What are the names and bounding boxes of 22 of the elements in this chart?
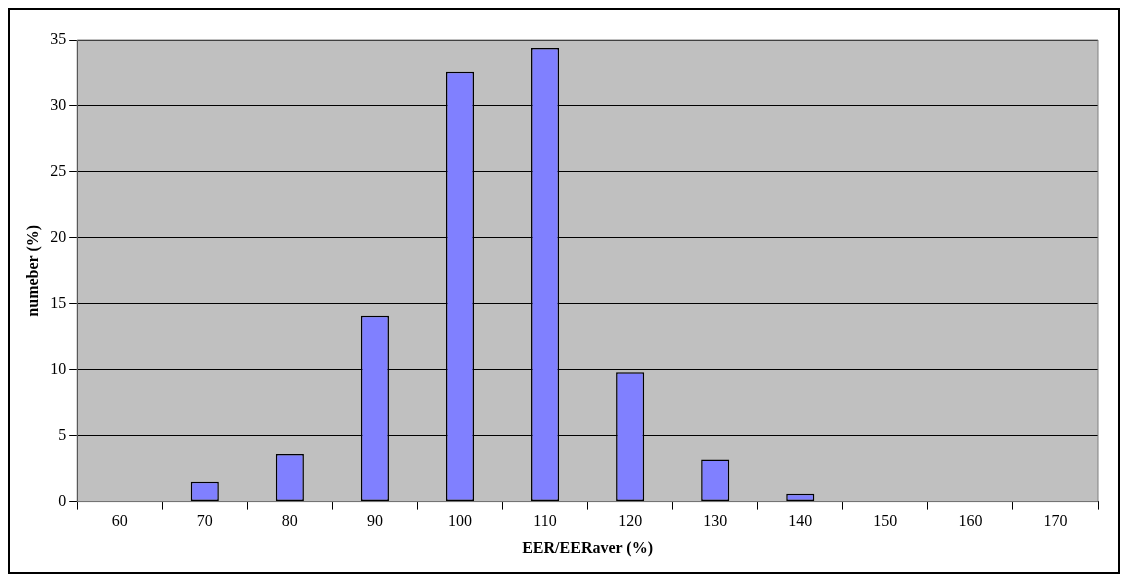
x-tick-label: 100: [448, 512, 472, 530]
y-tick-label: 20: [50, 228, 67, 246]
x-tick-label: 60: [111, 512, 128, 530]
x-tick-label: 70: [196, 512, 213, 530]
x-tick-label: 110: [533, 512, 557, 530]
x-tick-label: 90: [366, 512, 383, 530]
x-tick-label: 120: [618, 512, 643, 530]
y-tick-label: 25: [50, 162, 67, 180]
x-axis-title: EER/EERaver (%): [522, 538, 654, 557]
y-axis-title: numeber (%): [23, 224, 42, 317]
y-tick-label: 10: [50, 359, 67, 377]
x-tick-label: 140: [788, 512, 813, 530]
y-tick-label: 30: [50, 96, 67, 114]
y-tick-label: 15: [50, 293, 67, 311]
x-tick-label: 150: [873, 512, 898, 530]
x-tick-label: 80: [281, 512, 298, 530]
y-tick-label: 5: [58, 425, 67, 443]
y-tick-label: 35: [50, 30, 67, 48]
x-tick-label: 160: [958, 512, 983, 530]
x-tick-label: 130: [703, 512, 728, 530]
y-tick-label: 0: [58, 491, 67, 509]
x-tick-label: 170: [1043, 512, 1068, 530]
